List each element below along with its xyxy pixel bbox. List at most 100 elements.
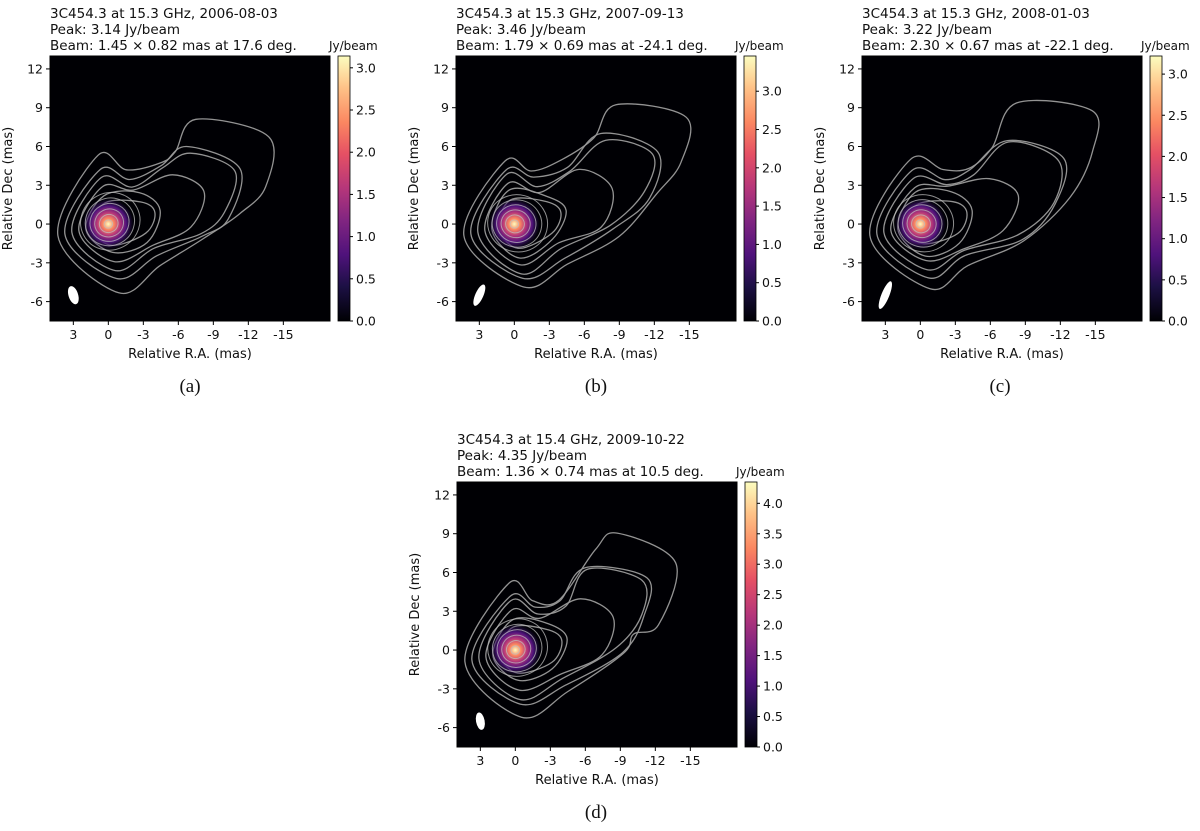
colorbar-label: Jy/beam (734, 39, 784, 53)
contour (890, 177, 1020, 262)
core-contour (98, 213, 119, 234)
panel-caption: (b) (585, 376, 607, 397)
beam-ellipse (67, 286, 79, 305)
colorbar-tick-label: 3.5 (763, 526, 783, 541)
image-background (50, 56, 330, 321)
y-tick-label: 0 (442, 643, 450, 658)
contour (883, 141, 1063, 271)
y-axis-label: Relative Dec (mas) (408, 553, 423, 676)
colorbar-tick-label: 2.0 (763, 618, 783, 633)
contour (484, 168, 614, 266)
colorbar-label: Jy/beam (735, 465, 785, 479)
y-tick-label: 12 (434, 487, 450, 502)
colorbar-tick-label: 4.0 (763, 496, 783, 511)
x-tick-label: -3 (543, 327, 555, 342)
core-contour (84, 197, 136, 247)
y-tick-label: -3 (31, 255, 43, 270)
plot-title-line: 3C454.3 at 15.3 GHz, 2008-01-03 (862, 6, 1090, 22)
core-contour (487, 618, 548, 677)
beam-ellipse (475, 712, 485, 730)
y-tick-label: -6 (437, 294, 450, 309)
plot-frame (456, 481, 738, 748)
colorbar-tick-label: 0.5 (763, 709, 783, 724)
x-tick-label: 0 (916, 327, 924, 342)
x-tick-label: 3 (69, 327, 77, 342)
y-tick-label: 9 (441, 100, 449, 115)
colorbar-tick-label: 1.5 (762, 199, 782, 214)
plot-title-line: Beam: 2.30 × 0.67 mas at -22.1 deg. (862, 38, 1114, 54)
x-tick-label: -12 (238, 327, 258, 342)
colorbar-tick-label: 2.5 (762, 122, 782, 137)
x-tick-label: -6 (578, 327, 591, 342)
y-tick-label: 12 (433, 61, 449, 76)
intensity-map (464, 532, 678, 730)
intensity-map (463, 103, 692, 306)
x-tick-label: 3 (881, 327, 889, 342)
y-tick-label: -6 (438, 720, 451, 735)
colorbar-tick-label: 3.0 (762, 84, 782, 99)
plot-title-line: Peak: 3.22 Jy/beam (862, 22, 992, 38)
x-tick-label: -12 (1050, 327, 1070, 342)
contour (464, 532, 678, 719)
y-tick-label: -3 (438, 681, 450, 696)
colorbar-tick-label: 0.0 (762, 314, 782, 329)
contour (477, 139, 656, 275)
colorbar-tick-label: 1.0 (762, 237, 782, 252)
x-tick-label: -9 (207, 327, 220, 342)
plot-title-line: Beam: 1.45 × 0.82 mas at 17.6 deg. (50, 38, 297, 54)
x-tick-label: 0 (510, 327, 518, 342)
colorbar-tick-label: 3.0 (1168, 67, 1188, 82)
x-tick-label: -9 (614, 753, 627, 768)
plot-title-line: Beam: 1.79 × 0.69 mas at -24.1 deg. (456, 38, 708, 54)
core-contour (505, 214, 525, 234)
contour (876, 139, 1068, 279)
colorbar (743, 55, 757, 322)
plot-frame (455, 55, 737, 322)
colorbar (337, 55, 351, 322)
colorbar-tick-label: 1.5 (1168, 190, 1188, 205)
contour (71, 152, 238, 272)
x-tick-label: 3 (475, 327, 483, 342)
core-contour (893, 194, 955, 253)
colorbar-tick-label: 3.0 (356, 60, 376, 75)
x-tick-label: 3 (476, 753, 484, 768)
core-contour (103, 219, 114, 229)
colorbar-tick-label: 1.0 (1168, 231, 1188, 246)
y-tick-label: 9 (847, 100, 855, 115)
plot-title-line: 3C454.3 at 15.4 GHz, 2009-10-22 (457, 432, 685, 448)
core-contour (487, 194, 549, 253)
x-tick-label: -9 (1019, 327, 1032, 342)
core-contour (491, 199, 543, 248)
y-axis-label: Relative Dec (mas) (1, 127, 16, 250)
y-tick-label: 3 (441, 178, 449, 193)
colorbar-tick-label: 0.0 (356, 314, 376, 329)
y-tick-label: 6 (35, 139, 43, 154)
plot-title-line: 3C454.3 at 15.3 GHz, 2006-08-03 (50, 6, 278, 22)
core-contour (897, 199, 949, 248)
y-tick-label: -6 (843, 294, 856, 309)
core-contour (80, 191, 141, 251)
core-contour (902, 204, 943, 243)
x-tick-label: 0 (104, 327, 112, 342)
y-tick-label: 12 (839, 61, 855, 76)
colorbar-tick-label: 0.5 (762, 275, 782, 290)
colorbar (1149, 55, 1163, 322)
core-contour (500, 209, 531, 239)
x-axis-label: Relative R.A. (mas) (128, 347, 252, 362)
plot-frame (49, 55, 331, 322)
y-tick-label: 0 (35, 217, 43, 232)
colorbar-label: Jy/beam (1140, 39, 1190, 53)
colorbar-tick-label: 2.5 (763, 587, 783, 602)
y-tick-label: -6 (31, 294, 44, 309)
image-background (456, 56, 736, 321)
core-contour (496, 629, 537, 668)
colorbar-tick-label: 2.0 (356, 145, 376, 160)
colorbar (744, 481, 758, 748)
x-tick-label: -3 (949, 327, 961, 342)
panel-caption: (d) (585, 802, 607, 823)
x-tick-label: -9 (613, 327, 626, 342)
